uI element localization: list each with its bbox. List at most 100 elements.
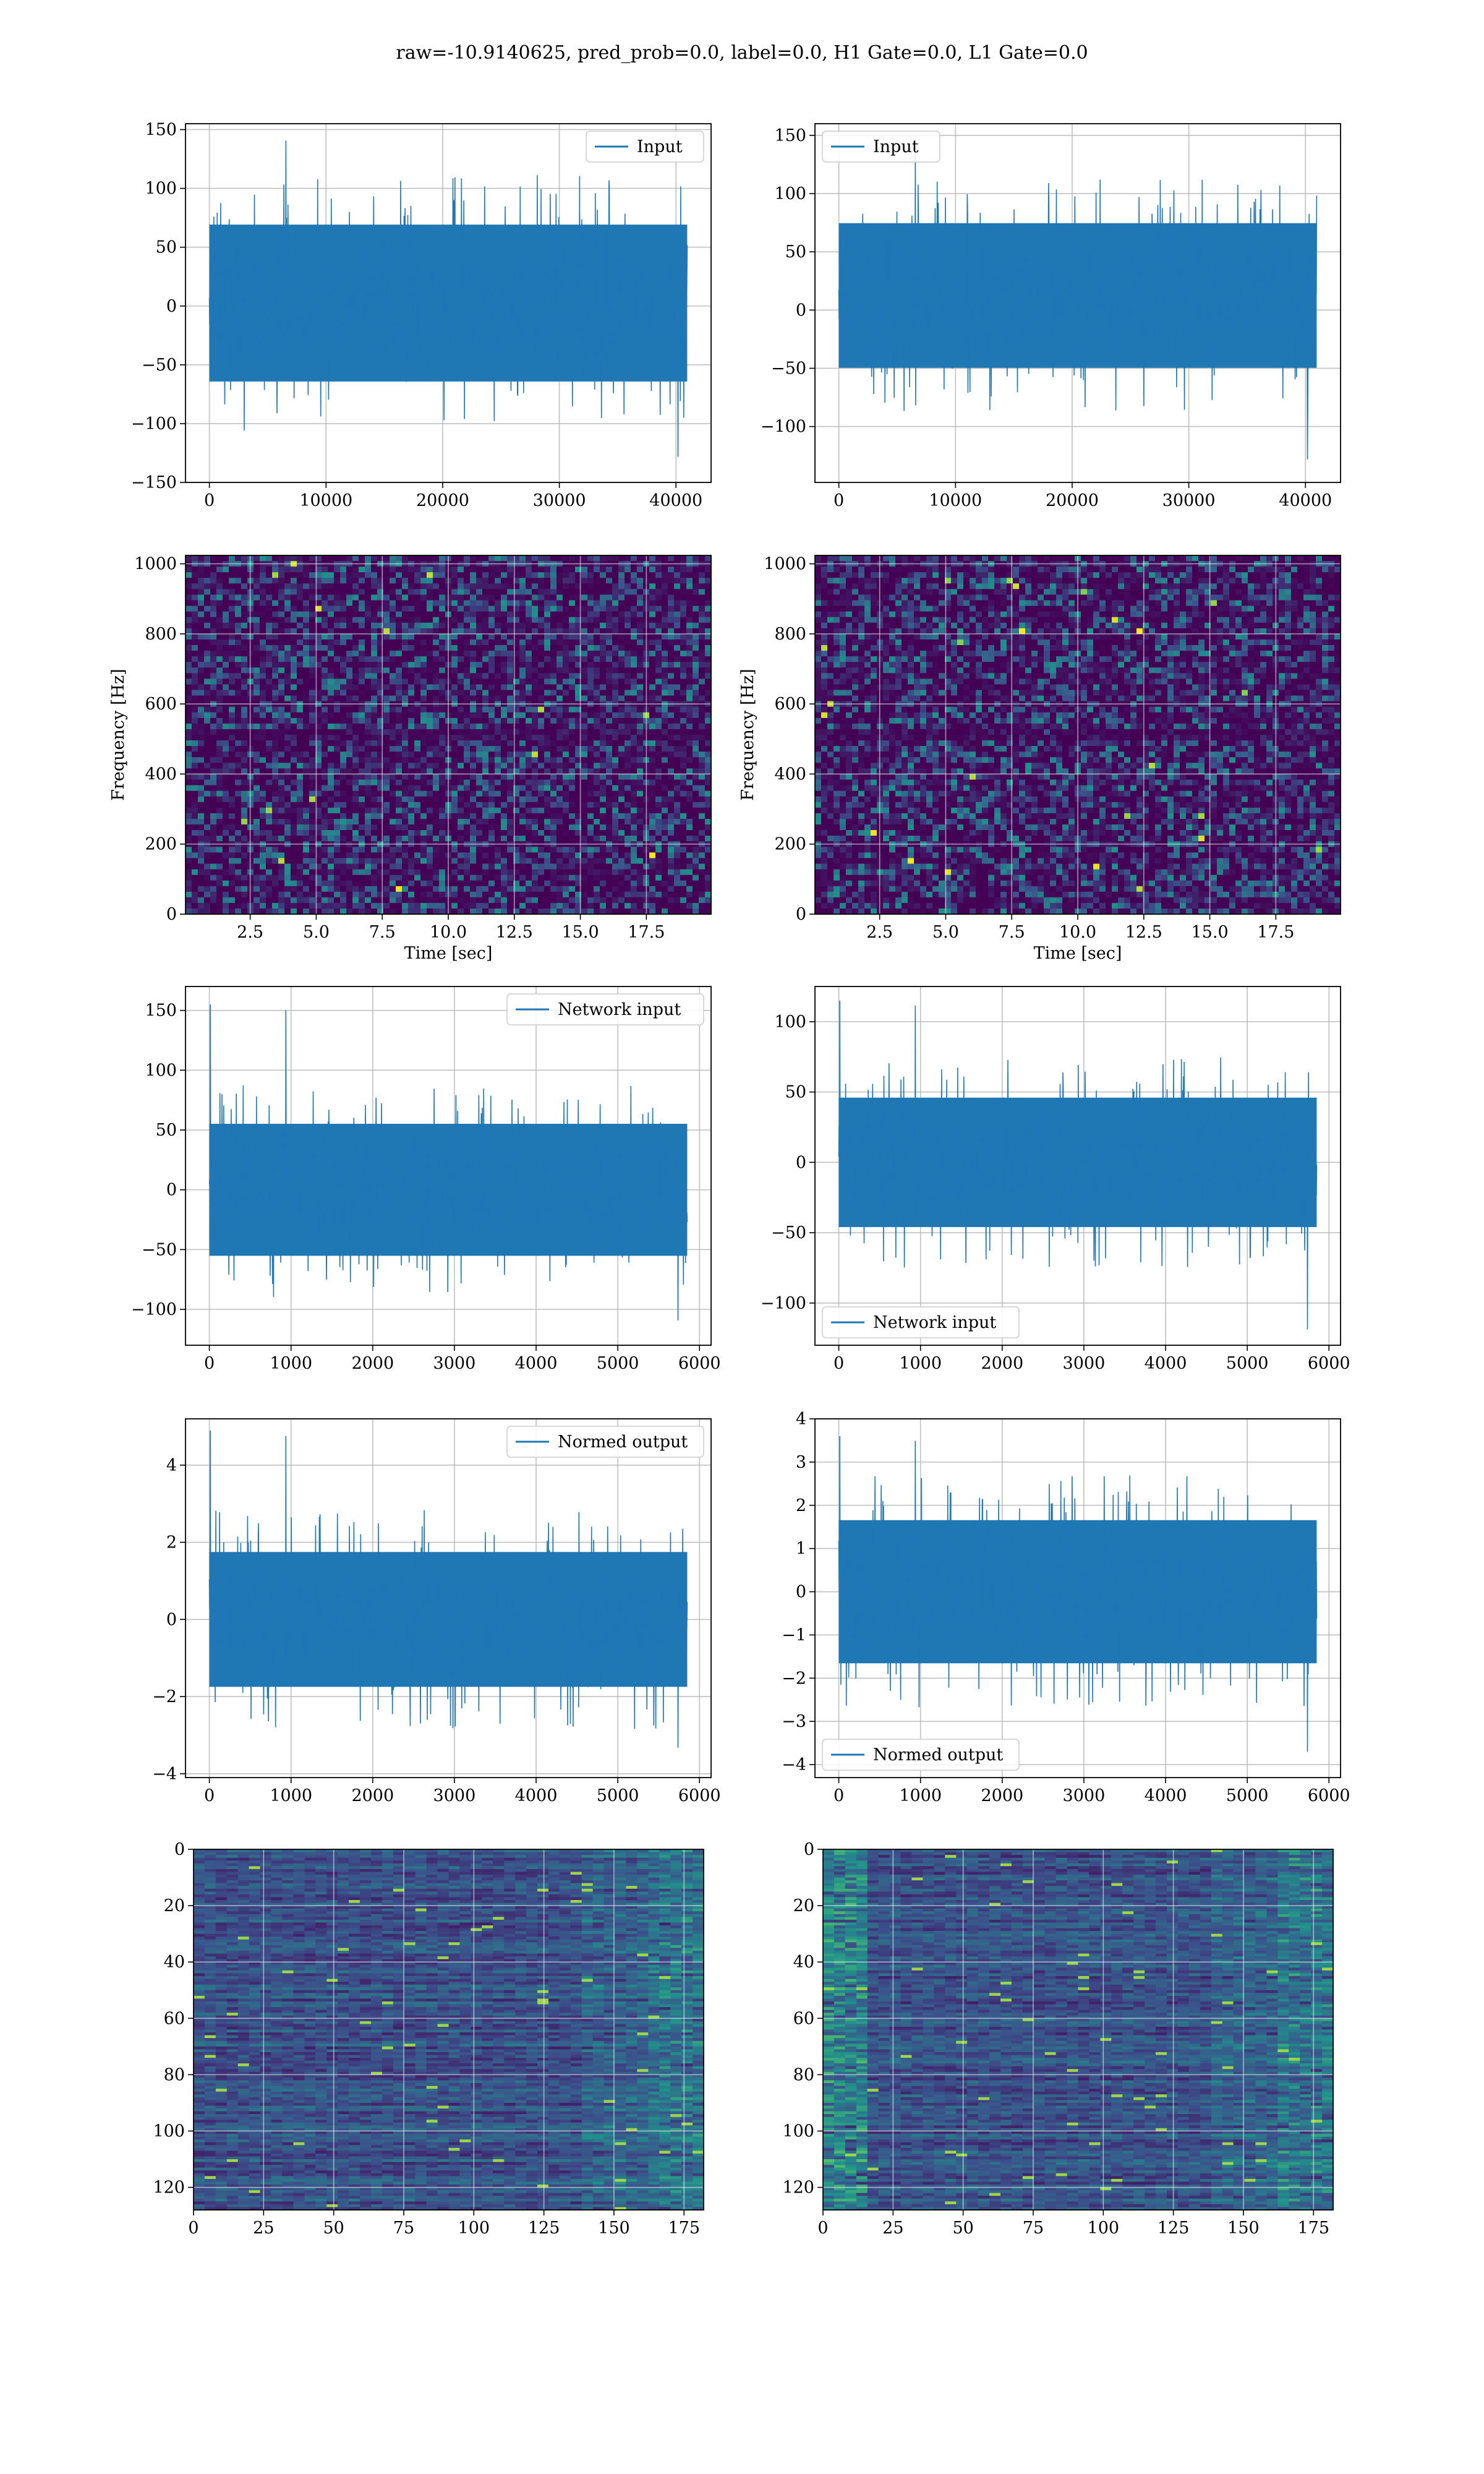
heatmap-cell — [550, 757, 557, 763]
heatmap-cell — [513, 667, 520, 674]
heatmap-cell — [501, 690, 508, 696]
heatmap-cell — [625, 774, 631, 781]
heatmap-cell — [569, 639, 576, 646]
heatmap-cell — [482, 891, 489, 898]
heatmap-cell — [352, 768, 359, 775]
heatmap-cell — [297, 583, 304, 589]
heatmap-cell — [383, 757, 390, 763]
heatmap-cell — [396, 897, 403, 904]
heatmap-cell — [365, 628, 372, 635]
heatmap-cell — [439, 897, 446, 904]
heatmap-cell — [278, 785, 285, 792]
heatmap-cell — [420, 600, 427, 607]
heatmap-cell — [340, 578, 347, 584]
heatmap-cell — [309, 583, 316, 589]
heatmap-cell — [637, 740, 644, 747]
heatmap-cell — [322, 712, 328, 719]
heatmap-cell — [204, 678, 211, 685]
heatmap-cell — [210, 735, 217, 741]
heatmap-cell — [482, 802, 489, 808]
heatmap-cell — [575, 768, 582, 775]
heatmap-cell — [186, 836, 192, 842]
heatmap-cell — [383, 908, 390, 915]
heatmap-cell — [519, 897, 526, 904]
heatmap-cell — [526, 583, 532, 589]
heatmap-cell — [260, 763, 267, 769]
heatmap-cell — [346, 785, 353, 792]
heatmap-cell — [569, 824, 576, 831]
heatmap-cell — [575, 611, 582, 618]
heatmap-cell — [284, 891, 291, 898]
heatmap-cell — [340, 555, 347, 562]
heatmap-cell — [458, 678, 464, 685]
heatmap-cell — [451, 869, 458, 876]
heatmap-cell — [210, 611, 217, 618]
heatmap-cell — [550, 667, 557, 674]
heatmap-cell — [334, 802, 341, 808]
heatmap-cell — [495, 886, 501, 892]
heatmap-cell — [359, 779, 365, 786]
heatmap-cell — [186, 690, 192, 696]
heatmap-cell — [223, 594, 229, 601]
heatmap-cell — [359, 589, 365, 596]
heatmap-cell — [359, 774, 365, 781]
heatmap-cell — [241, 735, 248, 741]
heatmap-cell — [637, 807, 644, 814]
heatmap-cell — [266, 712, 273, 719]
heatmap-cell — [390, 583, 396, 589]
heatmap-cell — [538, 695, 545, 702]
heatmap-cell — [519, 807, 526, 814]
heatmap-cell — [365, 662, 372, 668]
heatmap-cell — [204, 589, 211, 596]
heatmap-cell — [291, 891, 297, 898]
heatmap-cell — [278, 600, 285, 607]
heatmap-cell — [408, 886, 415, 892]
heatmap-cell — [284, 746, 291, 752]
heatmap-cell — [507, 645, 514, 651]
heatmap-cell — [414, 628, 421, 635]
heatmap-cell — [408, 639, 415, 646]
heatmap-cell — [390, 628, 396, 635]
heatmap-cell — [637, 785, 644, 792]
heatmap-cell — [625, 678, 631, 685]
heatmap-cell — [427, 723, 433, 730]
heatmap-cell — [390, 729, 396, 735]
heatmap-cell — [192, 628, 198, 635]
heatmap-cell — [241, 684, 248, 691]
heatmap-cell — [526, 594, 532, 601]
heatmap-cell — [291, 735, 297, 741]
heatmap-cell — [383, 790, 390, 797]
heatmap-cell — [563, 757, 569, 763]
heatmap-cell — [186, 594, 192, 601]
heatmap-cell — [563, 717, 569, 724]
heatmap-cell — [340, 897, 347, 904]
heatmap-cell — [223, 863, 229, 870]
heatmap-cell — [569, 902, 576, 909]
heatmap-cell — [204, 572, 211, 578]
heatmap-cell — [507, 656, 514, 662]
heatmap-cell — [272, 768, 279, 775]
heatmap-cell — [334, 578, 341, 584]
heatmap-cell — [408, 729, 415, 735]
heatmap-cell — [519, 628, 526, 635]
heatmap-cell — [315, 589, 322, 596]
heatmap-cell — [600, 617, 607, 623]
heatmap-cell — [297, 606, 304, 612]
heatmap-cell — [315, 656, 322, 662]
heatmap-cell — [322, 902, 328, 909]
heatmap-cell — [334, 735, 341, 741]
heatmap-cell — [322, 706, 328, 713]
heatmap-cell — [365, 729, 372, 735]
heatmap-cell — [464, 757, 471, 763]
heatmap-cell — [433, 617, 440, 623]
heatmap-cell — [390, 572, 396, 578]
heatmap-cell — [284, 611, 291, 618]
heatmap-cell — [254, 779, 260, 786]
heatmap-cell — [235, 863, 242, 870]
heatmap-cell — [322, 847, 328, 853]
heatmap-cell — [458, 667, 464, 674]
heatmap-cell — [488, 645, 495, 651]
heatmap-cell — [371, 706, 378, 713]
heatmap-cell — [272, 723, 279, 730]
heatmap-cell — [581, 790, 588, 797]
